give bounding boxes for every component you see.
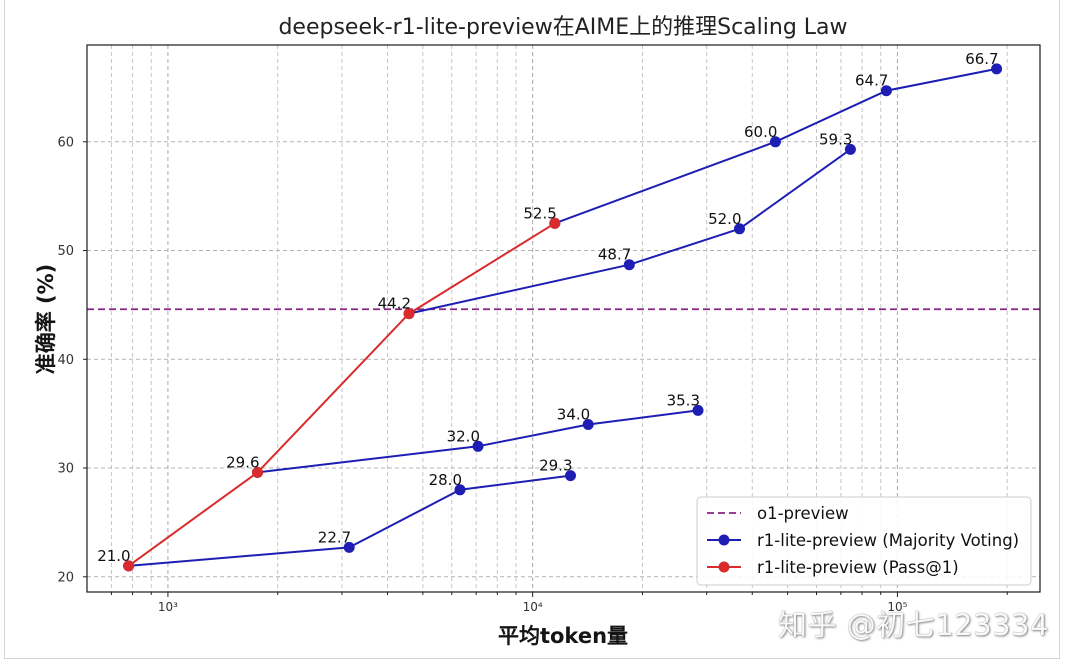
legend-swatch-r1-lite-preview-pass-1	[707, 561, 741, 573]
y-tick-label: 30	[57, 462, 74, 477]
data-label: 34.0	[557, 406, 590, 424]
r1-lite-preview-pass-1-point	[549, 217, 561, 229]
r1-lite-preview-majority-voting-line	[256, 409, 699, 474]
data-label: 59.3	[819, 130, 852, 148]
y-tick-label: 50	[57, 244, 74, 259]
y-tick-label: 60	[57, 135, 74, 150]
series-layer	[87, 63, 1040, 572]
x-tick-label: 10³	[158, 600, 178, 614]
x-tick-label: 10⁵	[887, 600, 907, 614]
data-label: 35.3	[667, 391, 700, 409]
series-r1-lite-preview-majority-voting	[123, 63, 1003, 572]
legend: o1-preview r1-lite-preview (Majority Voti…	[696, 496, 1032, 586]
data-label: 28.0	[429, 471, 462, 489]
data-label: 64.7	[855, 72, 888, 90]
data-label: 52.0	[708, 210, 741, 228]
r1-lite-preview-majority-voting-point	[769, 136, 781, 148]
figure-frame	[4, 0, 1060, 659]
r1-lite-preview-majority-voting-point	[343, 541, 355, 553]
r1-lite-preview-majority-voting-point	[565, 470, 576, 482]
y-axis-label: 准确率 (%)	[34, 264, 58, 375]
legend-label-r1-lite-preview-majority-voting: r1-lite-preview (Majority Voting)	[757, 531, 1019, 550]
y-tick-label: 40	[57, 353, 74, 368]
data-label: 29.6	[226, 453, 259, 471]
r1-lite-preview-pass-1-point	[403, 308, 415, 320]
r1-lite-preview-majority-voting-point	[454, 484, 466, 496]
x-axis-label: 平均token量	[498, 624, 628, 648]
chart-title: deepseek-r1-lite-preview在AIME上的推理Scaling…	[278, 15, 847, 40]
r1-lite-preview-majority-voting-line	[127, 474, 572, 567]
data-label: 52.5	[523, 204, 556, 222]
r1-lite-preview-majority-voting-point	[692, 404, 704, 416]
watermark: 知乎 @初七123334	[778, 608, 1049, 642]
data-label: 29.3	[539, 457, 572, 475]
r1-lite-preview-majority-voting-point	[582, 419, 594, 430]
legend-swatch-marker	[718, 534, 730, 546]
data-label: 48.7	[598, 246, 631, 264]
r1-lite-preview-majority-voting-point	[844, 143, 856, 155]
axis-ticks: 20 30 40 50 60 10³ 10⁴ 10⁵	[57, 135, 1008, 614]
data-label: 32.0	[447, 427, 480, 445]
r1-lite-preview-majority-voting-line	[553, 67, 998, 225]
legend-swatch-r1-lite-preview-majority-voting	[707, 534, 741, 546]
legend-swatch-marker	[718, 561, 730, 573]
r1-lite-preview-majority-voting-line	[408, 148, 852, 315]
r1-lite-preview-pass-1-line	[127, 222, 556, 567]
x-tick-label: 10⁴	[523, 600, 543, 614]
data-label: 21.0	[97, 547, 130, 565]
series-r1-lite-preview-pass-1	[123, 217, 561, 572]
data-labels: 22.7 28.0 29.3 32.0 34.0 35.3 48.7 52.0 59.3 60.0…	[97, 50, 998, 565]
legend-label-r1-lite-preview-pass-1: r1-lite-preview (Pass@1)	[757, 558, 959, 577]
data-label: 60.0	[744, 123, 777, 141]
r1-lite-preview-majority-voting-point	[734, 223, 745, 235]
data-label: 22.7	[318, 528, 351, 546]
r1-lite-preview-majority-voting-point	[472, 440, 484, 452]
r1-lite-preview-pass-1-point	[252, 466, 263, 478]
y-tick-label: 20	[57, 570, 74, 585]
legend-box	[696, 496, 1032, 586]
data-label: 44.2	[378, 295, 411, 313]
r1-lite-preview-majority-voting-point	[880, 85, 892, 97]
r1-lite-preview-majority-voting-point	[623, 259, 635, 271]
plot-frame	[86, 44, 1041, 593]
r1-lite-preview-pass-1-point	[123, 560, 135, 572]
legend-label-o1-preview: o1-preview	[757, 504, 849, 523]
data-label: 66.7	[965, 50, 998, 68]
r1-lite-preview-majority-voting-point	[991, 63, 1003, 75]
